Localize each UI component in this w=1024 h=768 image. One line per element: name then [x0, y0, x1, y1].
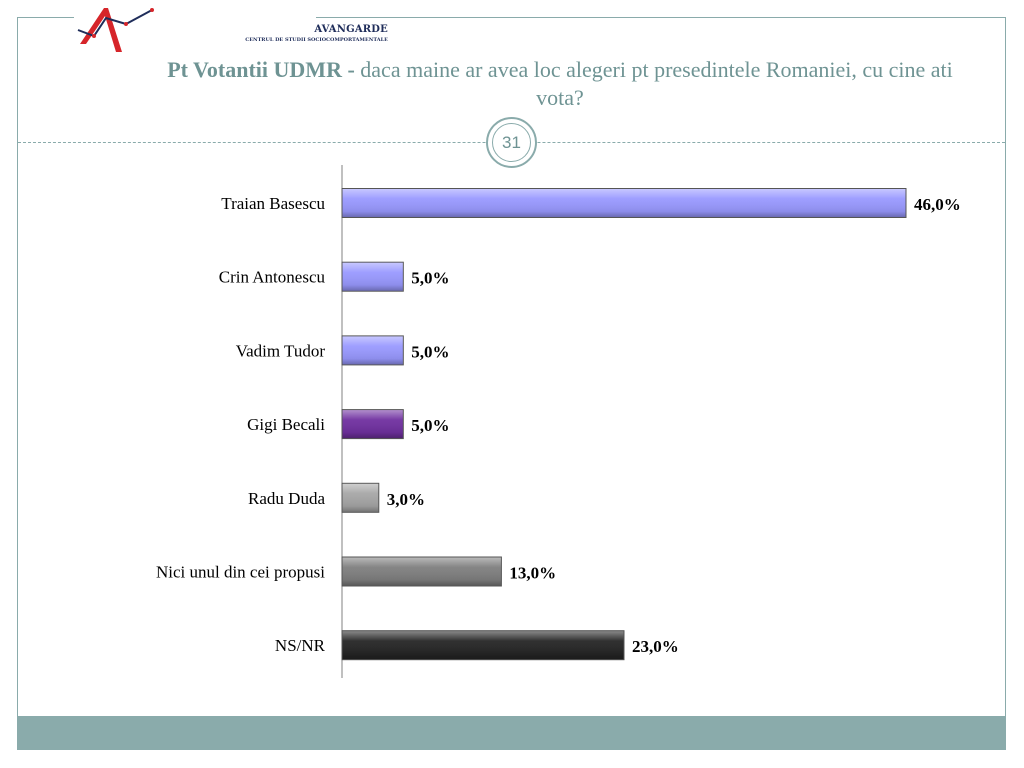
value-label: 5,0% — [411, 269, 449, 288]
category-label: Gigi Becali — [247, 415, 325, 434]
category-label: Crin Antonescu — [219, 268, 326, 287]
logo: AVANGARDE CENTRUL DE STUDII SOCIOCOMPORT… — [74, 0, 388, 56]
value-label: 5,0% — [411, 416, 449, 435]
bar-shading — [342, 410, 403, 439]
value-label: 5,0% — [411, 342, 449, 361]
title-bold-part: Pt Votantii UDMR - — [167, 57, 355, 82]
page-number-badge: 31 — [486, 117, 537, 168]
bar-shading — [342, 631, 624, 660]
title-question: daca maine ar avea loc alegeri pt presed… — [354, 57, 953, 110]
value-label: 23,0% — [632, 637, 679, 656]
logo-subtitle: CENTRUL DE STUDII SOCIOCOMPORTAMENTALE — [245, 37, 388, 43]
footer-band — [17, 716, 1006, 750]
category-label: Vadim Tudor — [236, 341, 326, 360]
value-label: 13,0% — [509, 564, 556, 583]
logo-mark-icon — [77, 8, 154, 52]
page-number: 31 — [492, 123, 531, 162]
category-label: NS/NR — [275, 636, 326, 655]
slide-title: Pt Votantii UDMR - daca maine ar avea lo… — [150, 56, 970, 112]
bar-shading — [342, 483, 379, 512]
category-label: Traian Basescu — [221, 194, 325, 213]
category-label: Nici unul din cei propusi — [156, 563, 325, 582]
value-label: 3,0% — [387, 490, 425, 509]
bar-shading — [342, 557, 501, 586]
value-label: 46,0% — [914, 195, 961, 214]
bar-shading — [342, 336, 403, 365]
logo-name: AVANGARDE — [314, 24, 388, 35]
category-label: Radu Duda — [248, 489, 325, 508]
bar-shading — [342, 262, 403, 291]
bar-shading — [342, 189, 906, 217]
